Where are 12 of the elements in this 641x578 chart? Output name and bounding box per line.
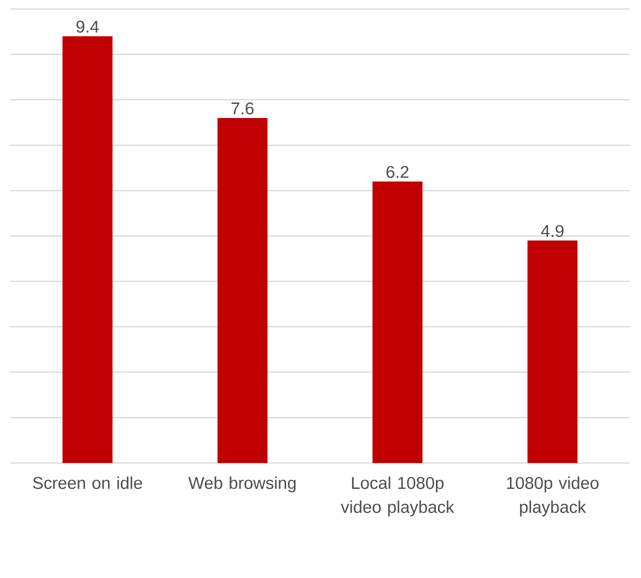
bar [527,240,578,463]
data-label: 9.4 [76,20,99,33]
x-tick-label: Web browsing [188,476,296,492]
data-label: 6.2 [386,166,408,178]
data-label: 7.6 [232,102,254,114]
bar [218,118,268,463]
data-label: 4.9 [541,224,564,237]
x-tick-label: 1080p video playback [507,476,599,516]
x-tick-label: Screen on idle [32,476,142,490]
bar [62,36,112,463]
bar [372,182,422,463]
x-tick-label: Local 1080p video playback [340,476,454,516]
